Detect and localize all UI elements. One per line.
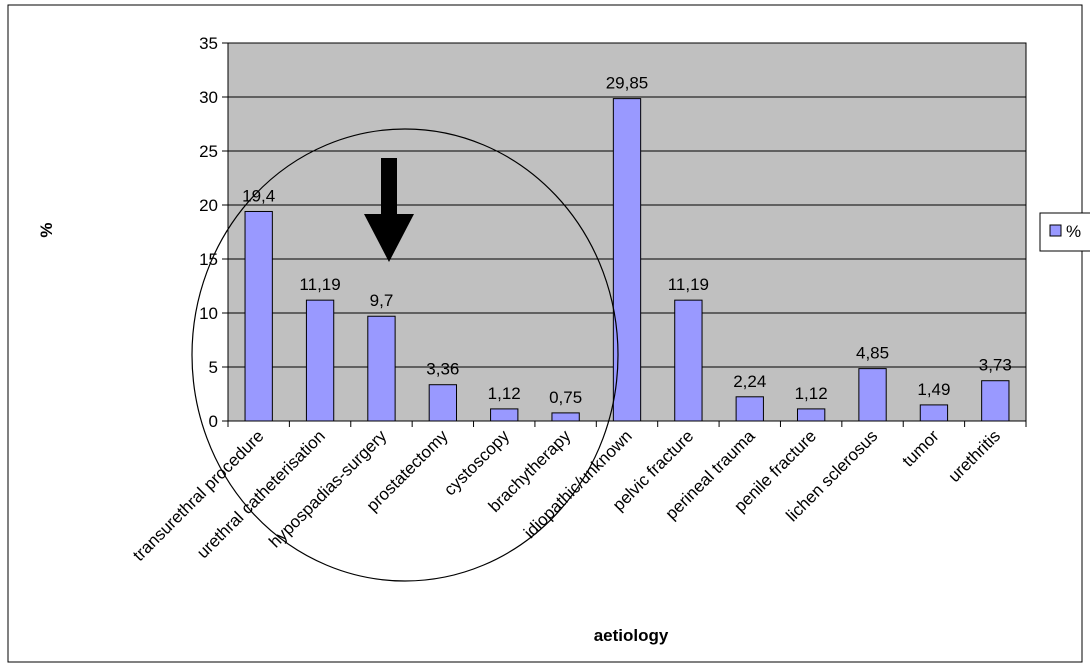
y-tick-label: 30 bbox=[199, 88, 218, 107]
data-label: 19,4 bbox=[242, 186, 275, 205]
data-labels: 19,4 11,19 9,7 3,36 1,12 0,75 29,85 11,19 2,24 1,… bbox=[242, 74, 1012, 407]
legend-label: % bbox=[1066, 222, 1081, 241]
y-tick-label: 10 bbox=[199, 304, 218, 323]
bar bbox=[490, 408, 519, 422]
bar bbox=[551, 412, 580, 422]
data-label: 1,12 bbox=[488, 384, 521, 403]
bar bbox=[428, 384, 458, 422]
data-label: 11,19 bbox=[668, 275, 709, 294]
data-label: 4,85 bbox=[856, 344, 889, 363]
y-tick-label: 35 bbox=[199, 34, 218, 53]
data-label: 1,12 bbox=[795, 384, 828, 403]
bar bbox=[244, 210, 273, 422]
y-tick-label: 5 bbox=[209, 358, 218, 377]
data-label: 3,73 bbox=[979, 356, 1012, 375]
data-label: 0,75 bbox=[549, 388, 582, 407]
x-axis-title: aetiology bbox=[594, 626, 669, 645]
y-axis-title: % bbox=[37, 222, 56, 237]
legend-box bbox=[1039, 212, 1090, 252]
y-tick-label: 0 bbox=[209, 412, 218, 431]
y-tick-label: 25 bbox=[199, 142, 218, 161]
bar bbox=[796, 408, 826, 422]
bar bbox=[305, 299, 335, 422]
x-axis-ticks bbox=[227, 421, 1027, 427]
bar bbox=[981, 380, 1010, 422]
y-tick-label: 15 bbox=[199, 250, 218, 269]
data-label: 3,36 bbox=[426, 360, 459, 379]
bar bbox=[858, 368, 887, 422]
annotation-ellipse bbox=[191, 128, 619, 582]
legend: % bbox=[1039, 212, 1090, 252]
data-label: 1,49 bbox=[917, 380, 950, 399]
data-label: 11,19 bbox=[299, 275, 340, 294]
bar bbox=[919, 404, 949, 422]
plot-border bbox=[227, 42, 1027, 422]
bar bbox=[735, 396, 764, 422]
y-tick-label: 20 bbox=[199, 196, 218, 215]
bar bbox=[674, 299, 703, 422]
y-axis-ticks: 0 5 10 15 20 25 30 35 bbox=[199, 34, 228, 431]
bar bbox=[367, 315, 396, 422]
bars bbox=[244, 98, 1010, 422]
data-label: 9,7 bbox=[370, 291, 394, 310]
data-label: 29,85 bbox=[606, 74, 649, 93]
legend-swatch bbox=[1049, 224, 1062, 237]
data-label: 2,24 bbox=[733, 372, 766, 391]
down-arrow-icon bbox=[364, 158, 414, 262]
